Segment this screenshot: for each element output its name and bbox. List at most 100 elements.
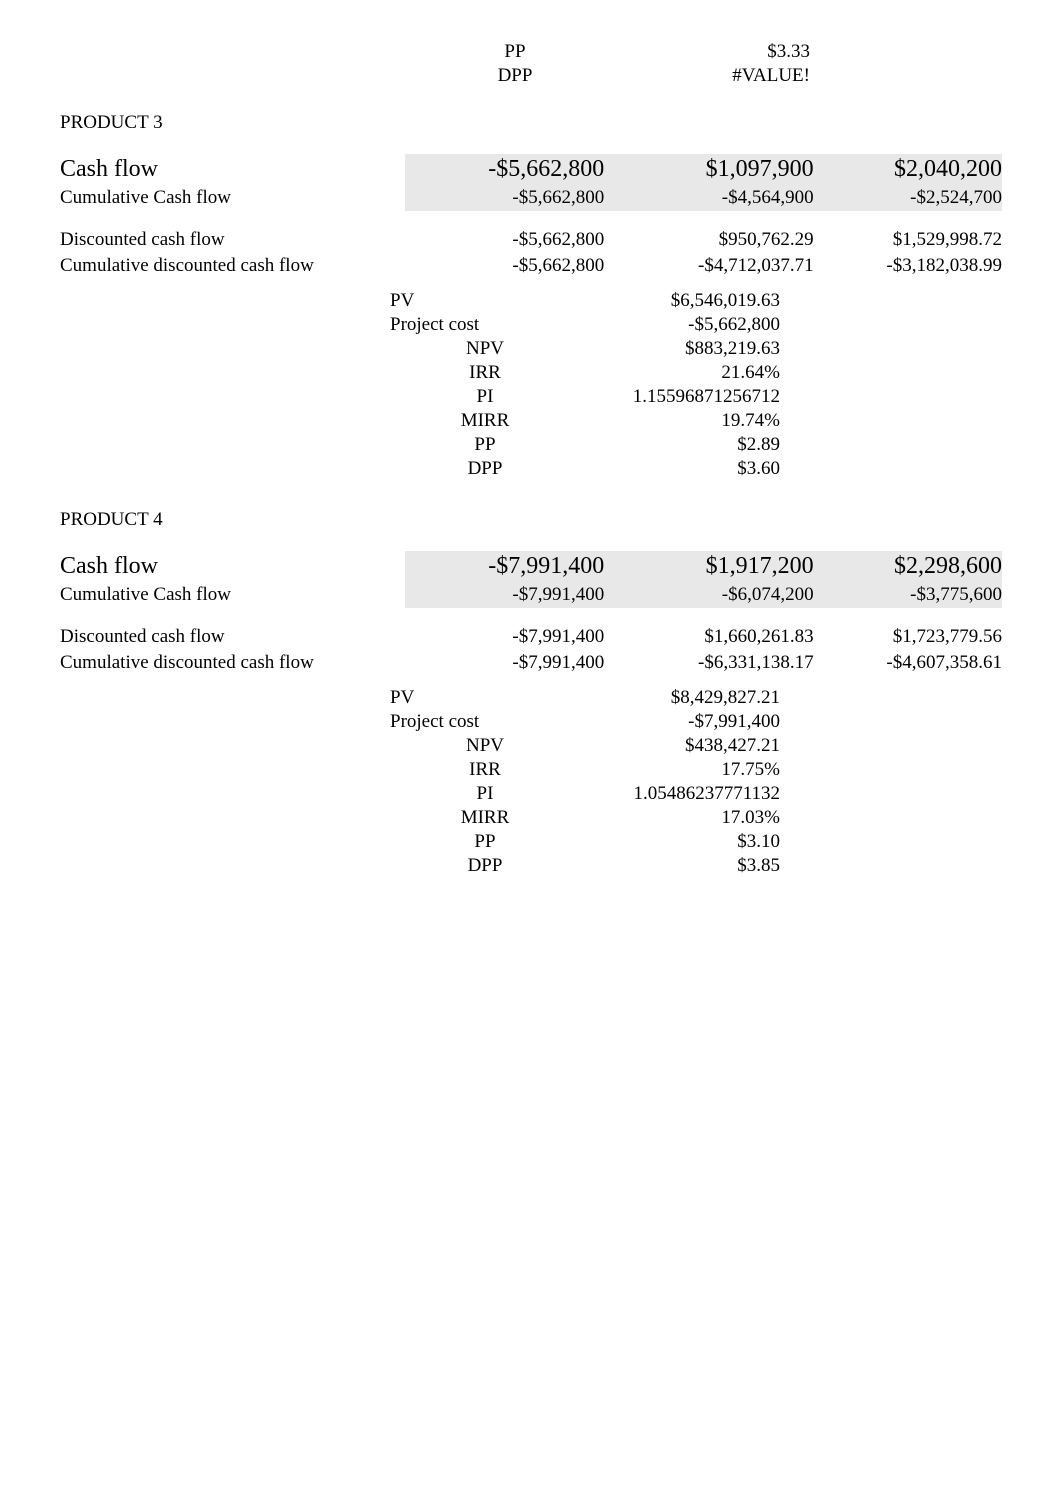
metric-label: NPV — [390, 337, 580, 361]
metric-label: PP — [440, 40, 590, 64]
table-row: Project cost-$7,991,400 — [390, 710, 780, 734]
product4-title: PRODUCT 4 — [60, 509, 1002, 531]
top-metrics-table: PP $3.33 DPP #VALUE! — [440, 40, 810, 88]
metric-value: $883,219.63 — [580, 337, 780, 361]
metric-value: -$5,662,800 — [580, 313, 780, 337]
metric-value: 19.74% — [580, 409, 780, 433]
table-row: Cumulative discounted cash flow -$7,991,… — [60, 650, 1002, 676]
metric-value: 17.03% — [580, 806, 780, 830]
metric-value: $8,429,827.21 — [580, 686, 780, 710]
cell: -$3,182,038.99 — [814, 253, 1002, 279]
cell: -$3,775,600 — [814, 582, 1002, 608]
table-row: NPV$438,427.21 — [390, 734, 780, 758]
cell: -$5,662,800 — [405, 227, 604, 253]
table-row: PP$3.10 — [390, 830, 780, 854]
metric-label: IRR — [390, 758, 580, 782]
table-row: Discounted cash flow -$7,991,400 $1,660,… — [60, 624, 1002, 650]
product4-metrics: PV$8,429,827.21Project cost-$7,991,400NP… — [390, 686, 780, 878]
table-row: PP $3.33 — [440, 40, 810, 64]
row-label: Discounted cash flow — [60, 227, 405, 253]
metric-label: PI — [390, 782, 580, 806]
cell: -$7,991,400 — [405, 551, 604, 582]
table-row: PV$6,546,019.63 — [390, 289, 780, 313]
product3-title: PRODUCT 3 — [60, 112, 1002, 134]
cell: $1,917,200 — [604, 551, 813, 582]
cell: -$5,662,800 — [405, 185, 604, 211]
table-row: IRR17.75% — [390, 758, 780, 782]
table-row: Cumulative discounted cash flow -$5,662,… — [60, 253, 1002, 279]
metric-value: 1.15596871256712 — [580, 385, 780, 409]
row-label: Cumulative discounted cash flow — [60, 650, 405, 676]
table-row: PI1.05486237771132 — [390, 782, 780, 806]
metric-label: DPP — [390, 854, 580, 878]
cell: $1,660,261.83 — [604, 624, 813, 650]
cell: $1,723,779.56 — [814, 624, 1002, 650]
row-label: Cash flow — [60, 551, 405, 582]
table-row: Cash flow -$7,991,400 $1,917,200 $2,298,… — [60, 551, 1002, 582]
metric-label: MIRR — [390, 806, 580, 830]
metric-value: $438,427.21 — [580, 734, 780, 758]
table-row: Project cost-$5,662,800 — [390, 313, 780, 337]
row-label: Cumulative discounted cash flow — [60, 253, 405, 279]
table-row: IRR21.64% — [390, 361, 780, 385]
cell: -$7,991,400 — [405, 582, 604, 608]
table-row: Cash flow -$5,662,800 $1,097,900 $2,040,… — [60, 154, 1002, 185]
product4-table: Cash flow -$7,991,400 $1,917,200 $2,298,… — [60, 551, 1002, 676]
cell: -$2,524,700 — [814, 185, 1002, 211]
cell: -$6,074,200 — [604, 582, 813, 608]
metric-value: 17.75% — [580, 758, 780, 782]
table-row: Cumulative Cash flow -$7,991,400 -$6,074… — [60, 582, 1002, 608]
cell: -$4,607,358.61 — [814, 650, 1002, 676]
cell: -$5,662,800 — [405, 154, 604, 185]
table-row: DPP$3.60 — [390, 457, 780, 481]
metric-label: Project cost — [390, 710, 580, 734]
metric-label: PP — [390, 433, 580, 457]
cell: $1,097,900 — [604, 154, 813, 185]
metric-label: PP — [390, 830, 580, 854]
table-row: Discounted cash flow -$5,662,800 $950,76… — [60, 227, 1002, 253]
cell: $2,298,600 — [814, 551, 1002, 582]
metric-label: PI — [390, 385, 580, 409]
metric-value: $3.60 — [580, 457, 780, 481]
metric-label: MIRR — [390, 409, 580, 433]
row-label: Cumulative Cash flow — [60, 582, 405, 608]
cell: $950,762.29 — [604, 227, 813, 253]
cell: -$7,991,400 — [405, 624, 604, 650]
cell: -$5,662,800 — [405, 253, 604, 279]
cell: -$4,564,900 — [604, 185, 813, 211]
cell: -$4,712,037.71 — [604, 253, 813, 279]
product3-metrics: PV$6,546,019.63Project cost-$5,662,800NP… — [390, 289, 780, 481]
table-row: MIRR19.74% — [390, 409, 780, 433]
metric-value: $2.89 — [580, 433, 780, 457]
metric-label: PV — [390, 686, 580, 710]
table-row: PV$8,429,827.21 — [390, 686, 780, 710]
metric-label: DPP — [440, 64, 590, 88]
metric-label: IRR — [390, 361, 580, 385]
metric-label: PV — [390, 289, 580, 313]
row-label: Discounted cash flow — [60, 624, 405, 650]
metric-value: $3.33 — [590, 40, 810, 64]
table-row: DPP$3.85 — [390, 854, 780, 878]
table-row: PI1.15596871256712 — [390, 385, 780, 409]
table-row: Cumulative Cash flow -$5,662,800 -$4,564… — [60, 185, 1002, 211]
cell: -$6,331,138.17 — [604, 650, 813, 676]
cell: $1,529,998.72 — [814, 227, 1002, 253]
metric-label: Project cost — [390, 313, 580, 337]
table-row: PP$2.89 — [390, 433, 780, 457]
metric-value: #VALUE! — [590, 64, 810, 88]
metric-value: -$7,991,400 — [580, 710, 780, 734]
metric-value: 1.05486237771132 — [580, 782, 780, 806]
cell: $2,040,200 — [814, 154, 1002, 185]
table-row: DPP #VALUE! — [440, 64, 810, 88]
product3-table: Cash flow -$5,662,800 $1,097,900 $2,040,… — [60, 154, 1002, 279]
row-label: Cash flow — [60, 154, 405, 185]
metric-label: DPP — [390, 457, 580, 481]
cell: -$7,991,400 — [405, 650, 604, 676]
metric-value: $3.85 — [580, 854, 780, 878]
table-row: NPV$883,219.63 — [390, 337, 780, 361]
metric-value: 21.64% — [580, 361, 780, 385]
table-row: MIRR17.03% — [390, 806, 780, 830]
row-label: Cumulative Cash flow — [60, 185, 405, 211]
metric-value: $6,546,019.63 — [580, 289, 780, 313]
document-page: PP $3.33 DPP #VALUE! PRODUCT 3 Cash flow… — [0, 0, 1062, 918]
